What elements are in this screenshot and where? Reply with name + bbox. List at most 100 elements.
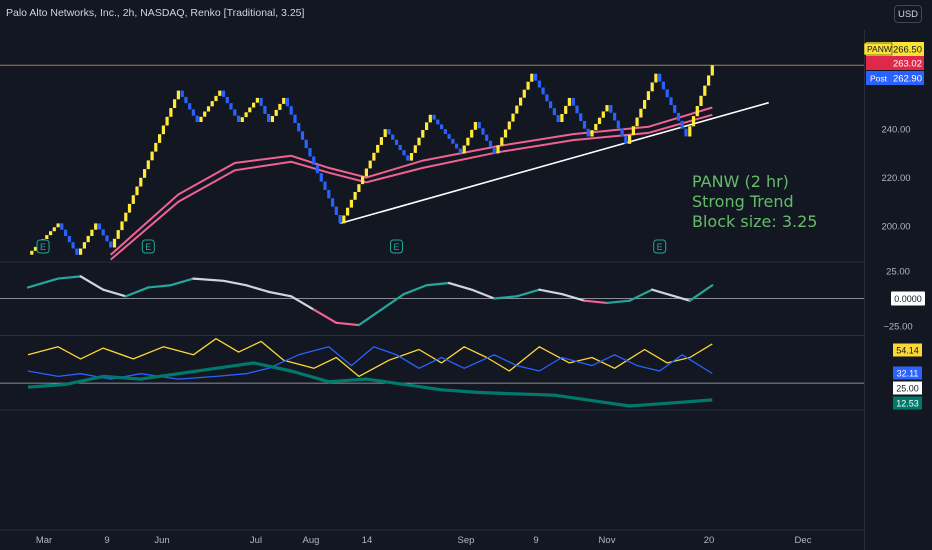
oscillator-segment — [147, 284, 172, 289]
renko-brick — [244, 112, 248, 118]
renko-brick — [105, 235, 109, 242]
renko-brick — [519, 97, 523, 106]
directional-line-adx — [27, 361, 713, 408]
renko-brick — [60, 223, 64, 230]
earnings-icon-label: E — [145, 242, 151, 252]
renko-brick — [413, 145, 417, 153]
renko-brick — [673, 105, 677, 113]
renko-brick — [240, 117, 244, 122]
renko-brick — [594, 123, 598, 131]
earnings-icon — [389, 239, 403, 254]
renko-brick — [323, 181, 327, 190]
renko-brick — [75, 248, 79, 255]
renko-brick — [639, 108, 643, 118]
oscillator-segment — [651, 288, 676, 298]
directional-line-plus — [27, 338, 713, 378]
oscillator-segment — [538, 288, 564, 296]
renko-brick — [154, 142, 158, 152]
oscillator-segment — [335, 321, 360, 327]
renko-brick — [575, 105, 579, 114]
currency-button[interactable]: USD — [894, 5, 922, 23]
renko-brick — [376, 144, 380, 153]
renko-brick — [643, 100, 647, 109]
directional-pane — [0, 338, 864, 408]
renko-brick — [699, 95, 703, 106]
time-tick-label: Aug — [303, 535, 320, 546]
renko-brick — [624, 136, 628, 144]
renko-brick — [564, 105, 568, 114]
renko-brick — [443, 129, 447, 134]
earnings-icon — [36, 239, 50, 254]
minus-di-value-label: 32.11 — [897, 369, 919, 379]
renko-brick — [552, 108, 556, 116]
renko-brick — [203, 111, 207, 117]
trendline[interactable] — [339, 101, 769, 225]
renko-brick — [285, 97, 289, 107]
renko-brick — [650, 82, 654, 92]
earnings-icon-label: E — [40, 242, 46, 252]
level-value-label: 25.00 — [896, 384, 919, 394]
oscillator-segment — [102, 288, 127, 298]
oscillator-segment — [515, 288, 541, 298]
renko-brick — [82, 242, 86, 249]
renko-brick — [541, 87, 545, 95]
plus-di-value-label-bg — [893, 343, 922, 357]
renko-brick — [372, 152, 376, 161]
oscillator-segment — [628, 288, 654, 302]
renko-brick — [394, 139, 399, 145]
renko-brick — [221, 90, 226, 97]
renko-brick — [545, 94, 549, 102]
time-tick-label: 20 — [704, 535, 715, 546]
oscillator-segment — [56, 275, 82, 280]
renko-brick — [346, 207, 350, 216]
oscillator-segment — [267, 290, 293, 298]
minus-di-value-label-bg — [893, 366, 922, 380]
renko-brick — [199, 116, 203, 122]
renko-brick — [526, 81, 530, 90]
renko-brick — [229, 103, 233, 110]
renko-brick — [691, 116, 696, 127]
renko-brick — [530, 73, 534, 82]
renko-brick — [304, 139, 308, 149]
renko-brick — [116, 230, 120, 239]
renko-brick — [255, 97, 259, 103]
renko-brick — [549, 101, 553, 109]
renko-brick — [33, 246, 38, 251]
renko-brick — [270, 116, 274, 122]
renko-brick — [590, 130, 594, 137]
renko-brick — [436, 119, 440, 125]
renko-brick — [537, 80, 541, 88]
renko-brick — [165, 116, 169, 126]
renko-brick — [67, 235, 71, 243]
renko-brick — [507, 121, 511, 130]
renko-brick — [560, 114, 564, 122]
renko-brick — [297, 123, 301, 132]
renko-brick — [522, 89, 526, 98]
chart-title: Palo Alto Networks, Inc., 2h, NASDAQ, Re… — [6, 7, 305, 19]
renko-brick — [64, 229, 68, 236]
ma-price-label: 263.02 — [893, 59, 922, 70]
renko-brick — [658, 73, 662, 82]
renko-brick — [503, 129, 508, 138]
renko-brick — [112, 238, 117, 248]
renko-brick — [567, 97, 571, 106]
renko-brick — [237, 115, 241, 122]
oscillator-segment — [560, 292, 586, 302]
renko-brick — [233, 109, 237, 116]
renko-brick — [210, 101, 214, 107]
renko-brick — [225, 96, 229, 104]
renko-brick — [357, 184, 361, 192]
post-tag: Post — [870, 74, 888, 84]
renko-brick — [45, 235, 49, 239]
chart-annotation: PANW (2 hr) Strong Trend Block size: 3.2… — [692, 172, 817, 232]
renko-brick — [409, 153, 414, 161]
renko-brick — [124, 212, 128, 222]
earnings-icon-label: E — [393, 242, 399, 252]
renko-brick — [462, 145, 466, 154]
renko-brick — [274, 109, 278, 116]
adx-value-label-bg — [893, 396, 922, 410]
renko-brick — [684, 128, 688, 137]
renko-brick — [169, 108, 173, 117]
